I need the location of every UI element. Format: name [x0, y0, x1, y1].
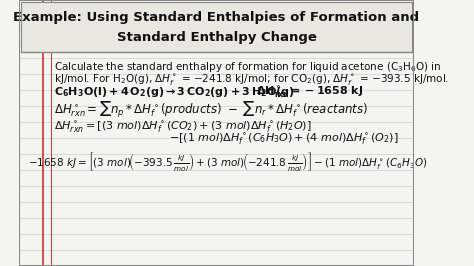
Text: kJ/mol. For H$_2$O(g), $\Delta H_f^\circ$ = $-$241.8 kJ/mol; for CO$_2$(g), $\De: kJ/mol. For H$_2$O(g), $\Delta H_f^\circ… [55, 72, 449, 87]
Text: $-[(1\ mol)\Delta H_f^\circ(C_6H_3O) + (4\ mol)\Delta H_f^\circ(O_2)]$: $-[(1\ mol)\Delta H_f^\circ(C_6H_3O) + (… [169, 132, 399, 147]
Text: Calculate the standard enthalpy of formation for liquid acetone (C$_3$H$_6$O) in: Calculate the standard enthalpy of forma… [55, 60, 442, 74]
Text: $\mathbf{\Delta H^\circ_{rxn} = -1658\ kJ}$: $\mathbf{\Delta H^\circ_{rxn} = -1658\ k… [256, 85, 364, 100]
Text: $\mathbf{C_6H_3O(l) + 4\, O_2(g) \rightarrow 3\, CO_2(g) + 3\, H_2O(g)}$: $\mathbf{C_6H_3O(l) + 4\, O_2(g) \righta… [55, 85, 295, 99]
Text: $-1658\ kJ = \left[(3\ mol)\!\left(-393.5\,\frac{kJ}{mol}\right) + (3\ mol)\!\le: $-1658\ kJ = \left[(3\ mol)\!\left(-393.… [27, 150, 427, 173]
Text: Standard Enthalpy Change: Standard Enthalpy Change [117, 31, 317, 44]
Text: $\Delta H^\circ_{rxn} = [(3\ mol)\Delta H_f^\circ(CO_2) + (3\ mol)\Delta H_f^\ci: $\Delta H^\circ_{rxn} = [(3\ mol)\Delta … [55, 120, 312, 135]
Text: Example: Using Standard Enthalpies of Formation and: Example: Using Standard Enthalpies of Fo… [13, 11, 419, 24]
Bar [21, 2, 412, 52]
Text: $\Delta H^\circ_{rxn} = \sum n_p * \Delta H_f^\circ(products)\ -\ \sum n_r * \De: $\Delta H^\circ_{rxn} = \sum n_p * \Delt… [55, 100, 368, 120]
